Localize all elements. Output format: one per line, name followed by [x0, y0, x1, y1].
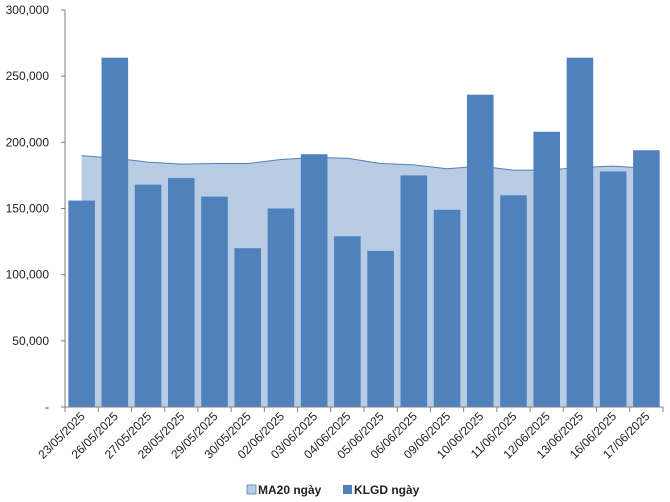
bar-30/05/2025 [234, 248, 262, 407]
bar-04/06/2025 [334, 236, 361, 407]
ma20-area [81, 155, 647, 407]
y-tick-label: 50,000 [12, 334, 49, 348]
y-tick-label: 300,000 [6, 3, 50, 17]
bar-11/06/2025 [500, 195, 527, 407]
bar-06/06/2025 [400, 175, 428, 407]
bar-layer [68, 57, 660, 407]
legend-label-klgd: KLGD ngày [354, 483, 420, 497]
bar-02/06/2025 [267, 208, 295, 407]
bar-10/06/2025 [466, 94, 494, 407]
bar-05/06/2025 [367, 250, 394, 407]
bar-26/05/2025 [101, 57, 129, 407]
bar-09/06/2025 [433, 209, 461, 407]
y-tick-label: 200,000 [6, 135, 50, 149]
x-axis: 23/05/202526/05/202527/05/202528/05/2025… [35, 406, 664, 462]
bar-03/06/2025 [300, 154, 328, 407]
bar-13/06/2025 [566, 57, 594, 407]
bar-23/05/2025 [68, 200, 95, 407]
bar-27/05/2025 [134, 184, 162, 407]
bar-12/06/2025 [533, 131, 561, 407]
legend-label-ma20: MA20 ngày [258, 483, 322, 497]
y-tick-label: 150,000 [6, 202, 50, 216]
y-tick-label: 250,000 [6, 69, 50, 83]
y-tick-label: 100,000 [6, 268, 50, 282]
bar-29/05/2025 [201, 196, 228, 407]
bar-16/06/2025 [599, 171, 627, 407]
y-tick-label: - [45, 400, 49, 414]
bar-17/06/2025 [633, 150, 660, 407]
legend: MA20 ngày KLGD ngày [246, 483, 420, 497]
ma20-area-layer [81, 155, 647, 407]
bar-28/05/2025 [167, 178, 195, 407]
legend-swatch-klgd [343, 485, 352, 494]
y-axis: - 50,000 100,000 150,000 200,000 250,000 300,0… [6, 3, 66, 414]
legend-swatch-ma20 [246, 484, 257, 495]
